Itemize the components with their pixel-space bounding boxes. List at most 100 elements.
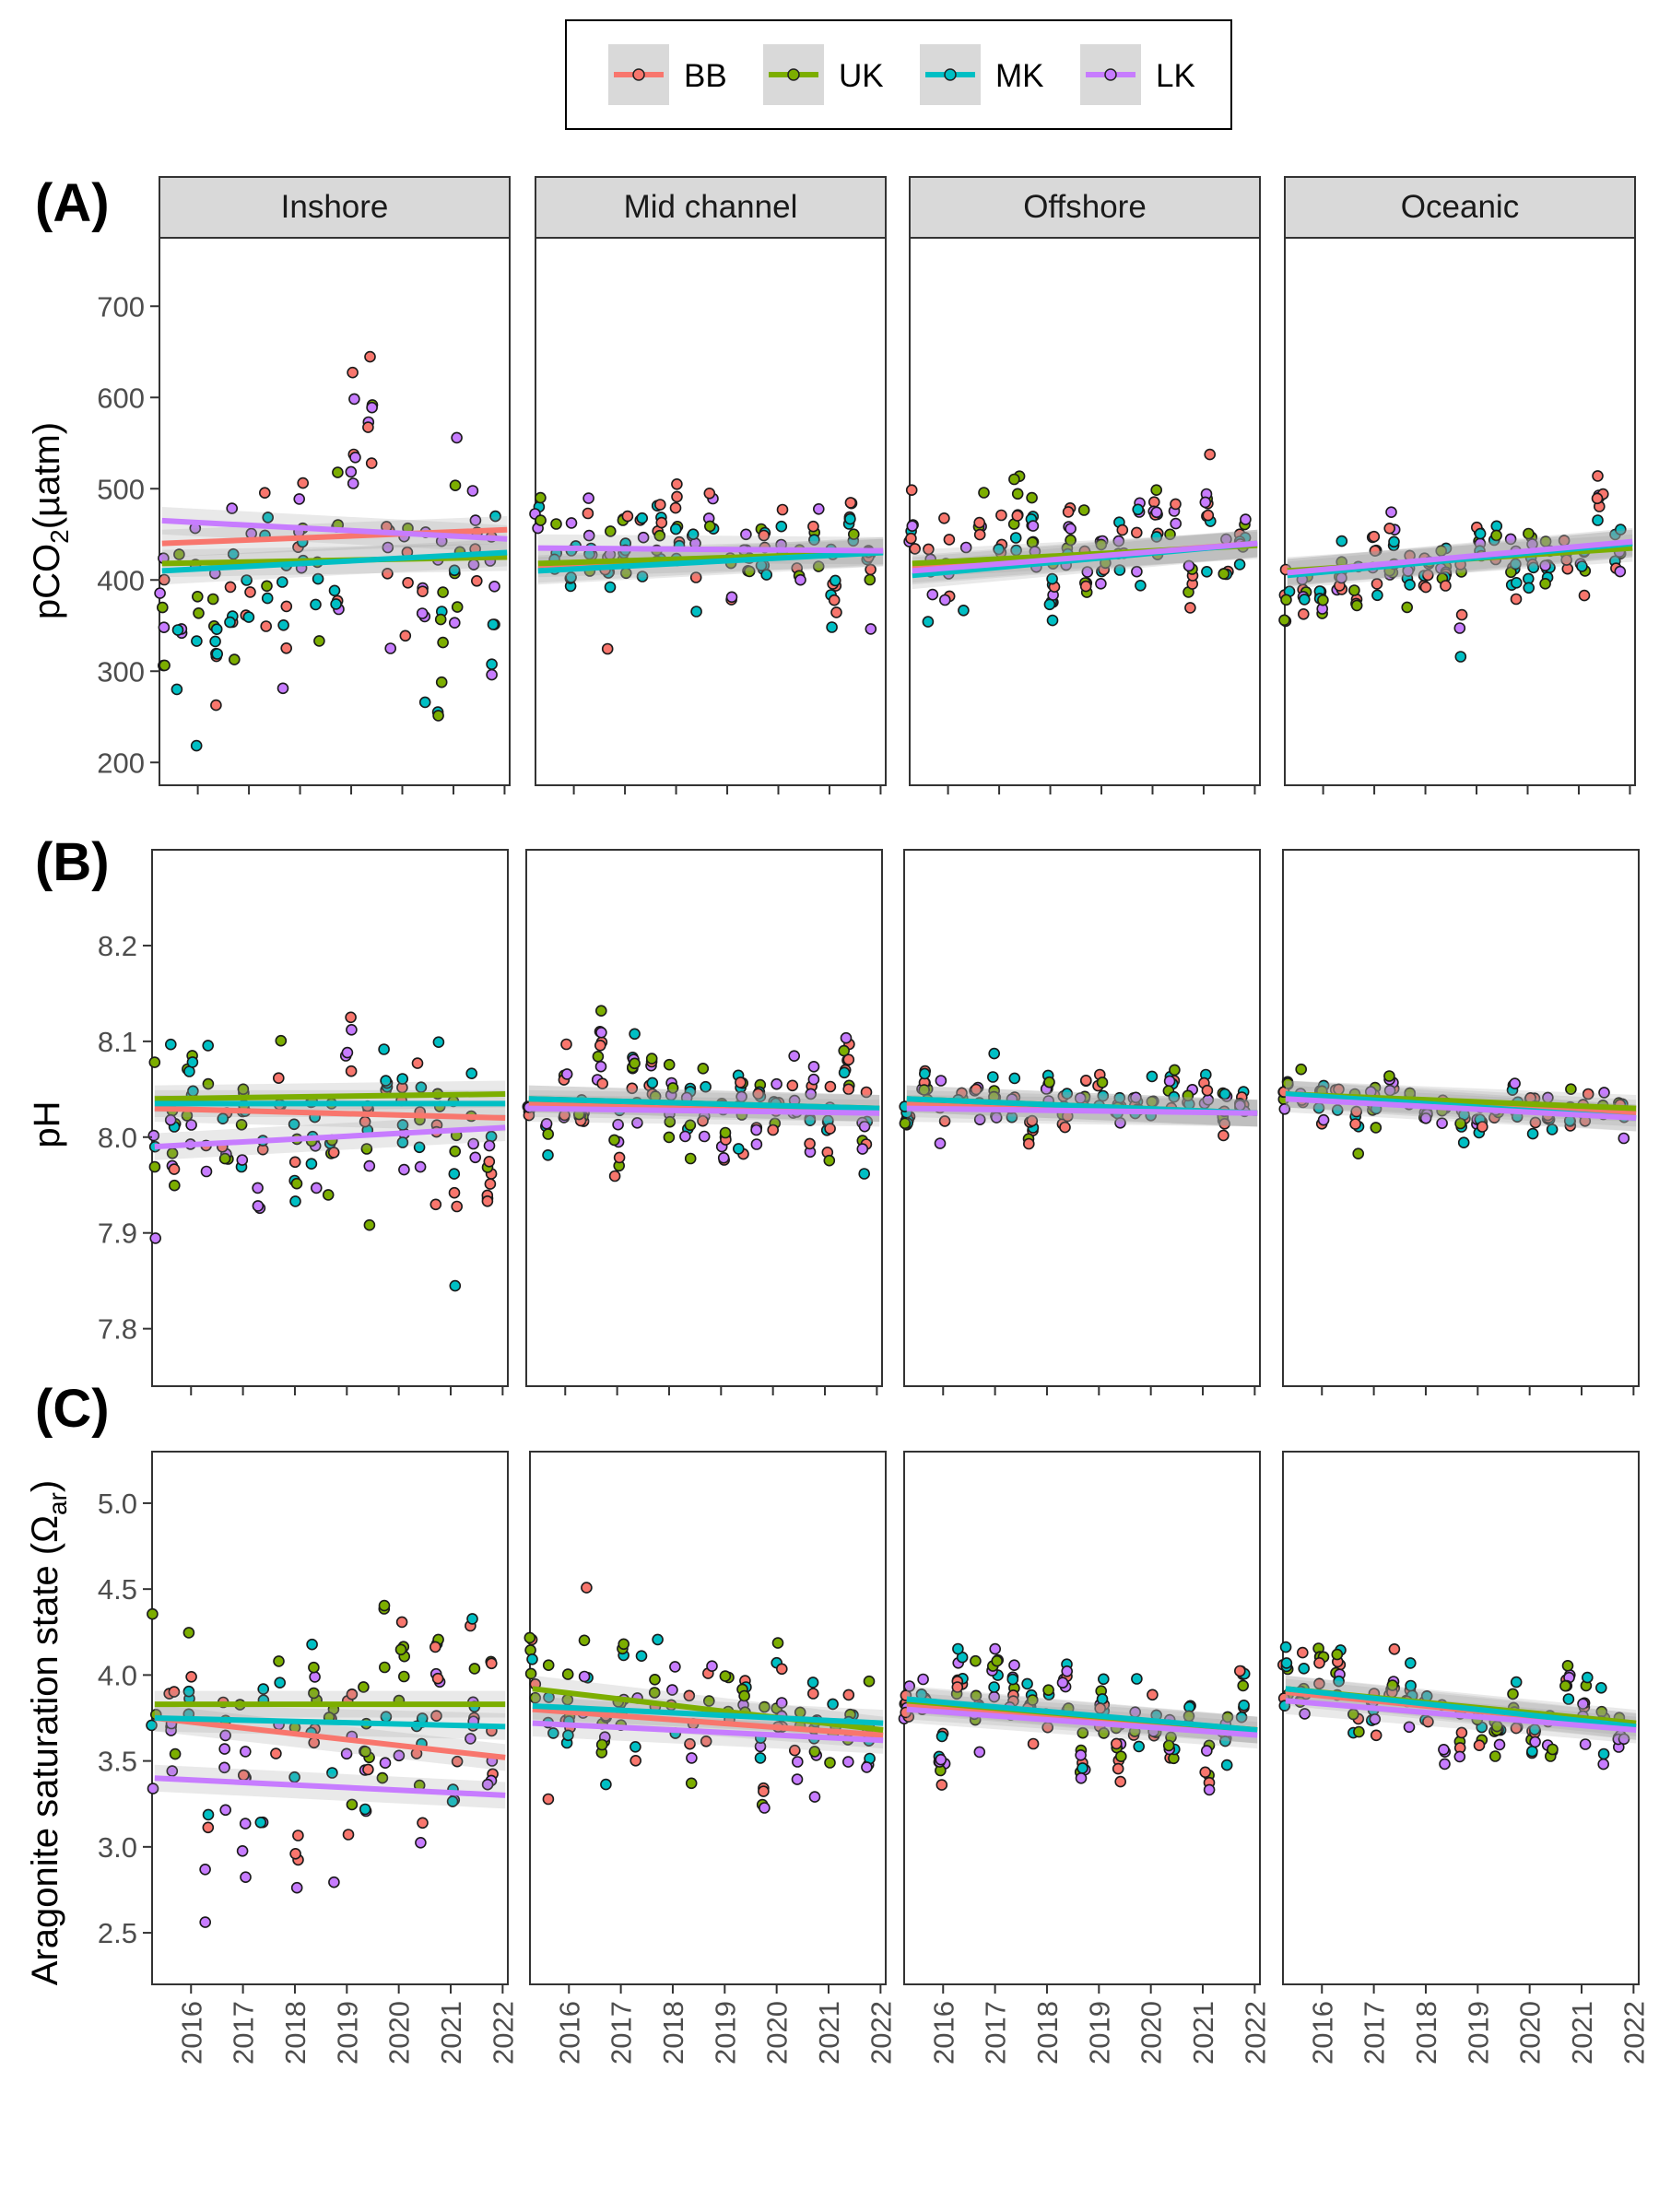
data-point-mk (838, 1066, 851, 1079)
data-point-mk (636, 571, 649, 582)
data-point-uk (535, 491, 547, 504)
data-point-uk (1008, 473, 1020, 486)
data-point-lk (631, 1117, 643, 1129)
data-point-bb (1510, 1722, 1523, 1735)
data-point-bb (560, 1038, 572, 1051)
data-point-mk (487, 618, 500, 630)
data-point-mk (312, 572, 324, 585)
y-tick-label: 200 (97, 747, 145, 779)
data-point-lk (219, 1729, 231, 1742)
data-point-lk (488, 580, 500, 593)
data-point-uk (148, 1160, 161, 1173)
data-point-lk (276, 682, 289, 695)
data-point-mk (918, 1067, 931, 1080)
data-point-lk (199, 1916, 211, 1928)
data-point-lk (788, 1050, 801, 1062)
data-point-bb (448, 1186, 461, 1199)
data-point-bb (1371, 578, 1383, 590)
data-point-uk (1162, 1739, 1175, 1752)
data-point-uk (378, 1661, 391, 1674)
data-point-mk (1331, 1104, 1344, 1116)
data-point-uk (1507, 1688, 1519, 1700)
trend-line-lk (154, 1124, 506, 1150)
data-point-bb (417, 585, 429, 598)
data-point-mk (1238, 1700, 1250, 1712)
data-point-lk (1453, 622, 1466, 634)
data-point-lk (1201, 1745, 1213, 1757)
legend-point (944, 68, 957, 81)
data-point-lk (1439, 1758, 1451, 1771)
data-point-lk (239, 1746, 252, 1758)
data-point-lk (1008, 1659, 1020, 1671)
data-point-lk (578, 1670, 591, 1683)
data-point-mk (227, 547, 240, 560)
data-point-lk (218, 1743, 230, 1755)
y-tick-label: 3.0 (98, 1831, 137, 1864)
data-point-mk (1595, 1682, 1607, 1694)
data-point-bb (542, 1793, 555, 1806)
data-point-bb (684, 1737, 696, 1750)
data-point-bb (289, 1848, 301, 1860)
data-point-bb (995, 509, 1007, 522)
data-point-bb (655, 516, 668, 529)
data-point-bb (272, 1072, 285, 1084)
data-point-bb (362, 1763, 374, 1776)
data-point-bb (1199, 1766, 1211, 1779)
data-point-lk (199, 1864, 211, 1876)
data-point-uk (595, 1738, 608, 1751)
data-point-bb (1062, 506, 1075, 518)
data-point-lk (236, 1154, 249, 1166)
data-point-mk (396, 1073, 409, 1085)
data-point-uk (397, 1670, 410, 1683)
data-point-lk (990, 1112, 1003, 1124)
data-point-mk (1113, 564, 1126, 576)
data-point-lk (290, 1881, 303, 1894)
panel-frame (159, 237, 511, 786)
data-point-bb (683, 1689, 696, 1702)
data-point-uk (808, 1746, 821, 1758)
data-point-lk (379, 1757, 392, 1769)
y-tick-label: 2.5 (98, 1917, 137, 1949)
data-point-uk (435, 676, 448, 688)
data-point-lk (1419, 1112, 1432, 1124)
data-point-lk (686, 1752, 698, 1764)
data-point-lk (1170, 517, 1182, 530)
data-point-mk (288, 1118, 300, 1131)
data-point-lk (595, 1027, 607, 1039)
data-point-lk (1075, 1772, 1088, 1784)
data-point-mk (526, 1653, 538, 1665)
data-point-bb (342, 1829, 355, 1841)
data-point-uk (608, 1134, 620, 1147)
data-point-mk (826, 621, 838, 633)
data-point-lk (934, 1137, 947, 1149)
trend-line-mk (537, 549, 884, 574)
data-point-lk (666, 1684, 678, 1696)
data-point-uk (1383, 1070, 1395, 1082)
x-tick-label: 2020 (383, 2001, 416, 2065)
data-point-uk (738, 1689, 750, 1702)
data-point-mk (224, 616, 236, 629)
data-point-lk (1436, 1117, 1448, 1129)
data-point-uk (592, 1051, 605, 1063)
data-point-lk (771, 1077, 782, 1090)
data-point-mk (1132, 503, 1144, 516)
data-point-mk (182, 1685, 195, 1698)
data-point-bb (411, 1057, 424, 1069)
trend-line-bb (532, 1706, 884, 1738)
data-point-mk (289, 1195, 301, 1207)
data-point-bb (909, 543, 922, 555)
data-point-mk (1235, 1711, 1248, 1724)
data-point-lk (341, 1046, 354, 1059)
data-point-lk (416, 607, 429, 619)
legend-item-lk: LK (1080, 44, 1195, 105)
data-point-bb (483, 1156, 496, 1168)
data-point-mk (274, 1677, 287, 1688)
data-point-bb (485, 1657, 498, 1670)
panel-a-mid-channel (529, 237, 887, 794)
data-point-mk (1150, 531, 1163, 543)
y-tick-label: 8.0 (98, 1122, 137, 1154)
data-point-mk (191, 635, 203, 647)
data-point-mk (1096, 1693, 1109, 1705)
data-point-lk (1598, 1087, 1610, 1099)
data-point-bb (168, 1686, 181, 1698)
